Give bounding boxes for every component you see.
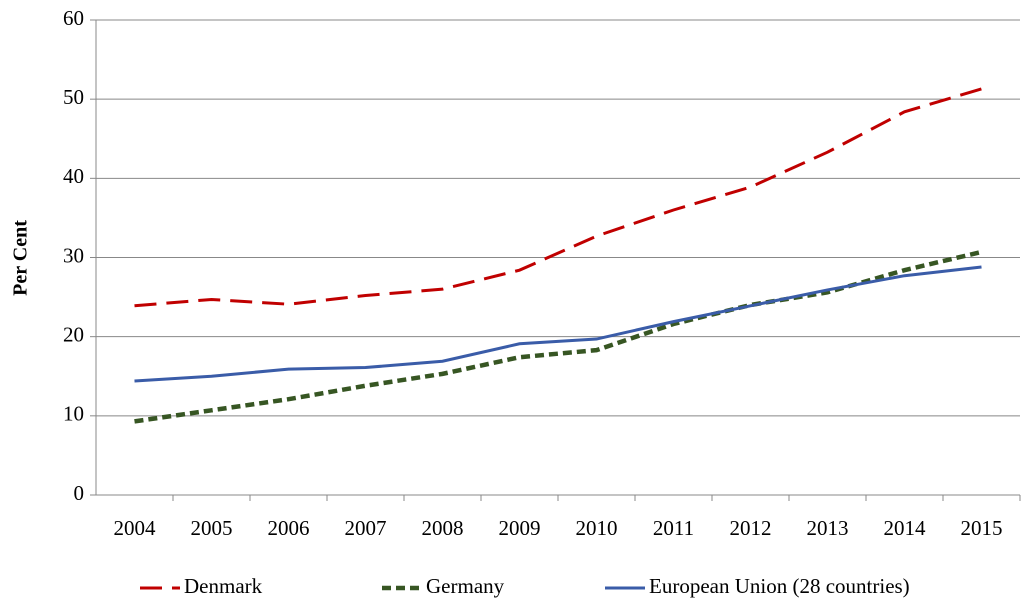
line-series	[134, 87, 982, 308]
x-tick-label: 2008	[422, 516, 464, 540]
y-tick-label: 10	[63, 402, 84, 426]
legend-label: Denmark	[184, 574, 263, 598]
y-tick-label: 40	[63, 164, 84, 188]
y-tick-label: 20	[63, 322, 84, 346]
y-axis-label: Per Cent	[10, 220, 32, 296]
x-tick-label: 2013	[807, 516, 849, 540]
x-tick-label: 2014	[884, 516, 927, 540]
y-tick-label: 50	[63, 85, 84, 109]
x-tick-label: 2009	[499, 516, 541, 540]
legend-label: European Union (28 countries)	[649, 574, 910, 598]
y-tick-label: 0	[74, 481, 85, 505]
x-tick-label: 2007	[345, 516, 387, 540]
x-tick-label: 2004	[114, 516, 157, 540]
x-tick-label: 2010	[576, 516, 618, 540]
line-series	[134, 265, 982, 383]
x-tick-label: 2006	[268, 516, 310, 540]
x-tick-label: 2012	[730, 516, 772, 540]
x-tick-label: 2011	[653, 516, 694, 540]
x-tick-label: 2015	[961, 516, 1003, 540]
x-tick-label: 2005	[191, 516, 233, 540]
legend-label: Germany	[426, 574, 505, 598]
y-tick-label: 60	[63, 6, 84, 30]
y-tick-label: 30	[63, 243, 84, 267]
